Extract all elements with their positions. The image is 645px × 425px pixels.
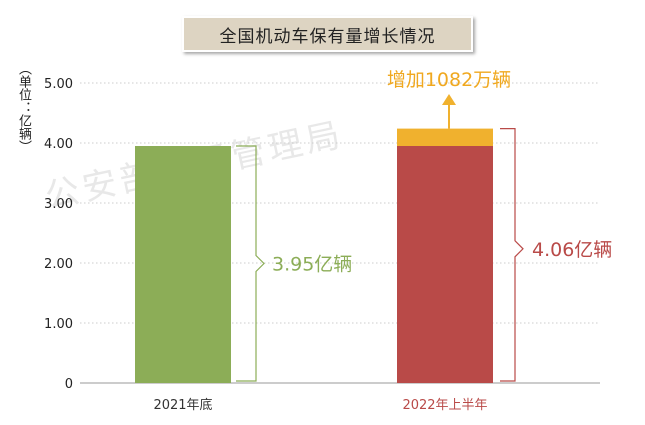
y-tick-label: 1.00 [44, 317, 73, 332]
brace-2022 [500, 128, 524, 382]
x-tick-label: 2021年底 [153, 397, 212, 413]
increase-label: 增加1082万辆 [387, 69, 511, 91]
data-label-2022: 4.06亿辆 [532, 239, 612, 261]
y-tick-label: 4.00 [44, 137, 73, 152]
bar-increase-segment [397, 128, 493, 146]
data-label-2021: 3.95亿辆 [272, 254, 352, 276]
x-tick-label: 2022年上半年 [402, 398, 487, 413]
chart-title: 全国机动车保有量增长情况 [182, 16, 473, 52]
bar-1 [397, 146, 493, 383]
y-tick-label: 3.00 [44, 197, 73, 212]
y-tick-label: 0 [65, 377, 73, 392]
brace-2021 [236, 145, 265, 382]
y-tick-label: 2.00 [44, 257, 73, 272]
bar-0 [135, 146, 231, 383]
y-tick-label: 5.00 [44, 77, 73, 92]
increase-arrow-head [442, 94, 456, 105]
y-axis-unit-label: （单位：亿辆） [16, 62, 31, 153]
